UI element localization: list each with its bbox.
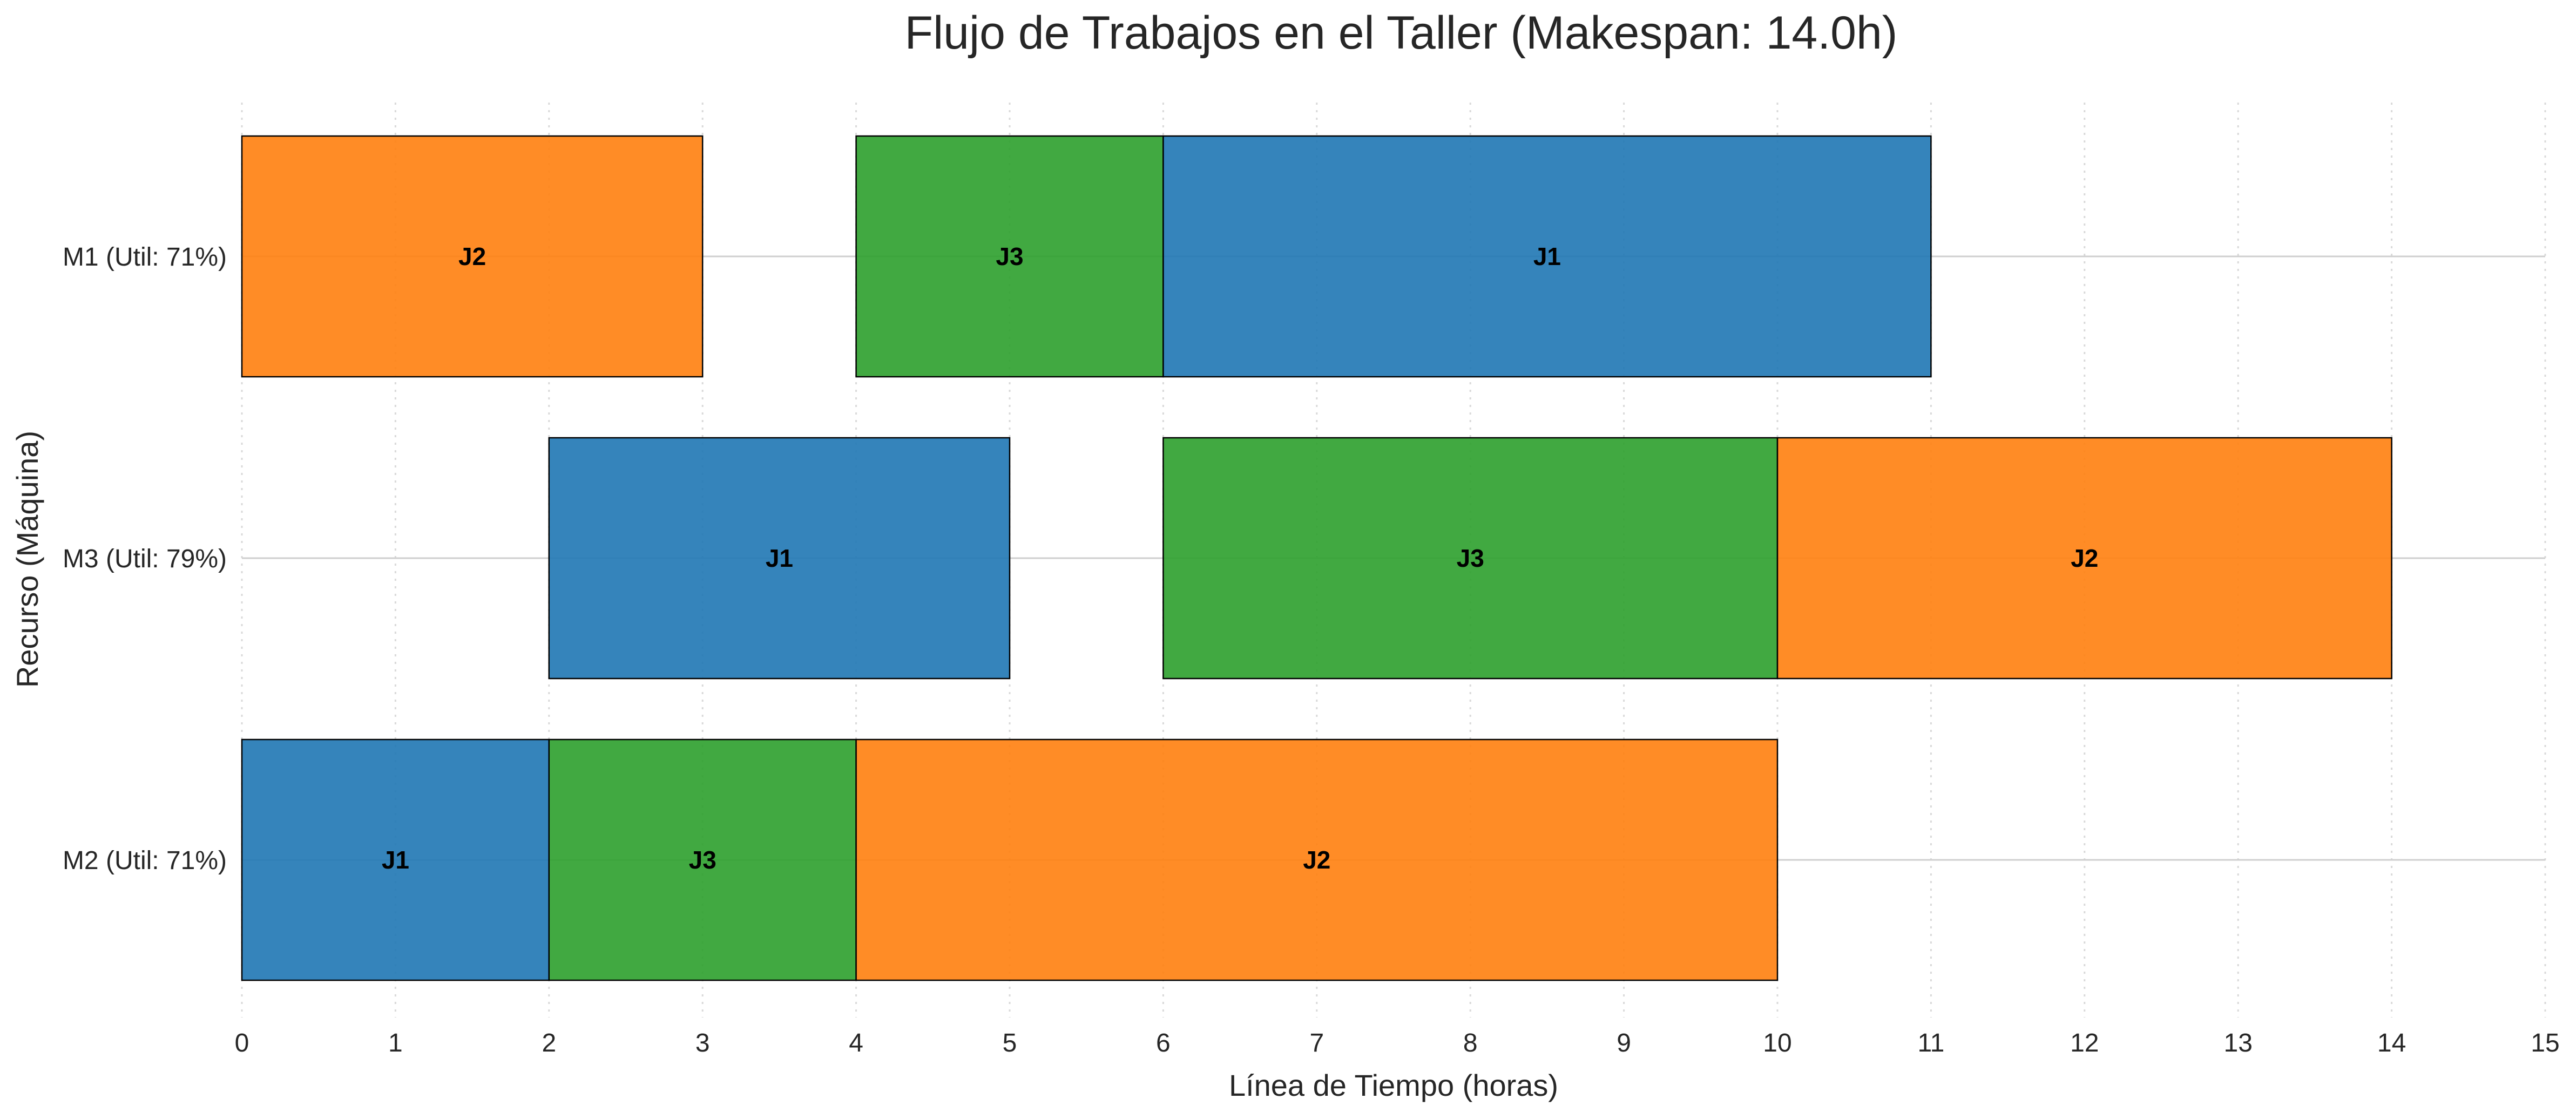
x-tick-label: 13 [2224, 1029, 2253, 1057]
task-bar-j3 [1162, 437, 1779, 680]
x-tick-label: 15 [2531, 1029, 2559, 1057]
x-tick-label: 0 [235, 1029, 249, 1057]
task-label: J1 [1533, 242, 1561, 270]
x-tick-label: 12 [2070, 1029, 2099, 1057]
x-tick-label: 9 [1617, 1029, 1631, 1057]
x-tick-label: 5 [1003, 1029, 1017, 1057]
x-tick-label: 10 [1763, 1029, 1791, 1057]
x-tick-label: 11 [1917, 1029, 1944, 1057]
task-bar-j2 [855, 738, 1779, 981]
task-bar-j3 [548, 738, 857, 981]
y-tick-label: M3 (Util: 79%) [63, 545, 227, 573]
task-bar-j1 [1162, 135, 1932, 378]
x-tick-label: 2 [542, 1029, 556, 1057]
task-bar-j3 [855, 135, 1164, 378]
task-bar-j2 [1776, 437, 2392, 680]
bars-layer: J2 J3 J1 J1 J3 J2 J1 J3 J2 [241, 135, 2392, 981]
task-label: J3 [996, 242, 1023, 270]
task-label: J2 [2071, 544, 2098, 572]
x-tick-label: 6 [1156, 1029, 1171, 1057]
x-tick-label: 3 [695, 1029, 710, 1057]
y-tick-label: M1 (Util: 71%) [63, 243, 227, 272]
x-tick-label: 14 [2377, 1029, 2406, 1057]
task-label: J1 [382, 846, 409, 874]
task-bar-j2 [241, 135, 704, 378]
task-label: J2 [1303, 846, 1330, 874]
y-tick-label: M2 (Util: 71%) [63, 846, 227, 875]
y-axis-label: Recurso (Máquina) [10, 431, 44, 688]
task-bar-j1 [548, 437, 1011, 680]
task-label: J1 [766, 544, 793, 572]
y-axis: M1 (Util: 71%) M3 (Util: 79%) M2 (Util: 71… [63, 243, 227, 875]
x-axis-label: Línea de Tiempo (horas) [1229, 1068, 1558, 1102]
x-tick-label: 7 [1309, 1029, 1324, 1057]
x-axis: 0 1 2 3 4 5 6 7 8 9 10 11 12 13 14 15 [235, 1029, 2560, 1057]
x-tick-label: 8 [1463, 1029, 1478, 1057]
x-tick-label: 4 [849, 1029, 863, 1057]
x-tick-label: 1 [388, 1029, 403, 1057]
chart-title: Flujo de Trabajos en el Taller (Makespan… [905, 7, 1898, 59]
task-label: J3 [689, 846, 716, 874]
task-label: J3 [1457, 544, 1484, 572]
task-label: J2 [458, 242, 486, 270]
